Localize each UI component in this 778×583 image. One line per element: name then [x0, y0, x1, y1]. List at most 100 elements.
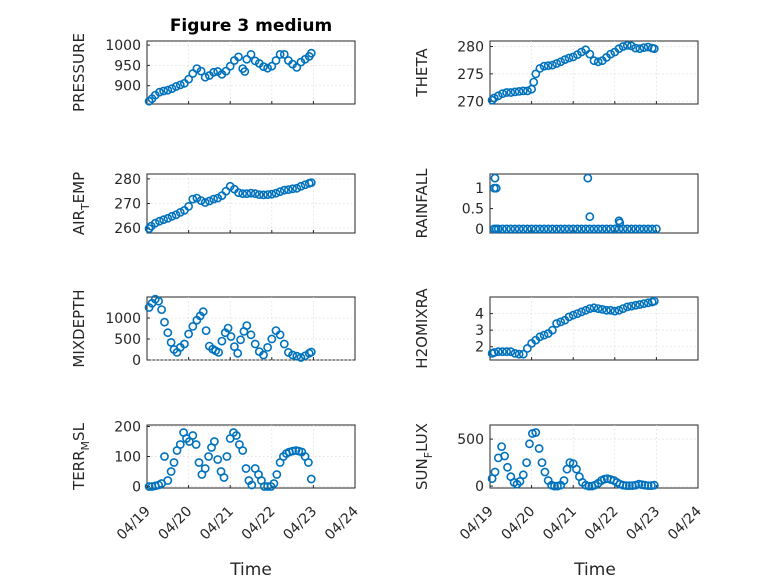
data-point	[635, 300, 645, 309]
data-point	[241, 464, 251, 473]
data-point	[169, 458, 179, 467]
data-point	[631, 43, 640, 53]
data-point	[250, 339, 260, 349]
data-point	[493, 347, 503, 357]
x-tick-label: 04/23	[623, 504, 663, 544]
data-point	[144, 482, 154, 491]
y-tick-label: 275	[457, 67, 484, 83]
data-point	[238, 189, 248, 199]
data-point	[589, 56, 599, 66]
data-point	[225, 61, 235, 71]
data-point	[523, 86, 532, 96]
y-tick-label: 3	[475, 323, 484, 339]
data-point	[498, 347, 507, 357]
y-label-main: AIR	[70, 210, 88, 235]
data-point	[564, 312, 574, 322]
data-point	[283, 185, 293, 195]
data-point	[166, 467, 176, 476]
data-point	[535, 332, 545, 342]
data-point	[209, 67, 218, 77]
data-point	[581, 305, 591, 315]
data-point	[535, 224, 545, 234]
data-point	[502, 88, 511, 97]
data-point	[292, 183, 302, 193]
data-point	[234, 188, 243, 198]
data-point	[585, 212, 595, 222]
y-label-subscript: M	[79, 441, 92, 451]
data-point	[614, 224, 624, 234]
data-point	[556, 57, 566, 67]
data-point	[184, 201, 193, 211]
y-axis-label: H2OMIXRA	[413, 288, 431, 369]
data-point	[288, 184, 297, 194]
data-point	[498, 224, 507, 234]
data-point	[159, 86, 168, 96]
data-point	[275, 330, 285, 340]
data-point	[531, 428, 541, 437]
data-point	[275, 50, 285, 59]
subplot-mixdepth: 0 500 1000 MIXDEPTH	[70, 289, 356, 369]
data-point	[292, 351, 302, 361]
data-point	[514, 349, 524, 359]
data-point	[223, 323, 233, 333]
data-point	[144, 224, 154, 233]
data-point	[518, 470, 528, 480]
data-point	[606, 305, 615, 315]
y-tick-label: 2	[475, 340, 484, 356]
data-point	[602, 305, 611, 315]
data-point	[175, 207, 185, 217]
y-tick-label: 280	[457, 39, 484, 55]
data-point	[564, 53, 574, 63]
data-point	[506, 224, 516, 234]
y-label-main: SUN	[413, 458, 431, 490]
data-point	[540, 467, 550, 477]
data-point	[279, 339, 289, 349]
data-point	[568, 52, 578, 62]
y-axis-label: AIRTEMP	[70, 172, 92, 235]
y-tick-label: 0	[132, 353, 141, 369]
subplot-pressure: 900 950 1000 PRESSURE	[70, 33, 356, 112]
x-tick-label: 04/24	[665, 503, 705, 543]
data-point	[271, 188, 281, 198]
data-point	[200, 464, 210, 473]
y-label-suffix: LUX	[413, 423, 431, 452]
data-point	[171, 82, 181, 91]
plot-area	[146, 296, 356, 361]
subplot-sun_flux: 0 500 04/19 04/20 04/21 04/22 04/23 04/24 SUNFLU…	[413, 423, 705, 543]
data-point	[204, 196, 214, 206]
data-point	[306, 178, 316, 187]
data-point	[559, 476, 569, 485]
figure-title: Figure 3 medium	[170, 16, 332, 36]
data-point	[246, 330, 256, 340]
data-point	[279, 185, 289, 195]
data-point	[631, 300, 640, 310]
data-point	[550, 481, 559, 491]
data-point	[175, 80, 185, 90]
data-point	[160, 452, 169, 461]
data-point	[209, 437, 219, 446]
data-point	[525, 439, 534, 449]
data-point	[163, 476, 173, 485]
data-point	[233, 348, 243, 358]
left-x-axis-label: Time	[229, 560, 272, 580]
y-tick-label: 0	[132, 480, 141, 496]
data-point	[222, 452, 232, 461]
y-axis-label: MIXDEPTH	[70, 289, 88, 367]
data-point	[493, 91, 503, 101]
data-point	[543, 61, 553, 71]
data-point	[150, 218, 160, 228]
data-point	[209, 194, 218, 204]
data-point	[527, 224, 536, 234]
y-axis-label: SUNFLUX	[413, 423, 435, 490]
y-tick-label: 1000	[105, 38, 141, 54]
x-tick-label: 04/22	[582, 504, 622, 544]
data-point	[191, 440, 201, 449]
y-label-main: H2OMIXRA	[413, 288, 431, 369]
data-point	[271, 56, 281, 65]
data-point	[618, 480, 628, 490]
data-point	[643, 224, 653, 234]
data-point	[593, 224, 603, 234]
data-point	[493, 224, 503, 234]
data-point	[502, 224, 511, 234]
data-point	[163, 328, 173, 338]
